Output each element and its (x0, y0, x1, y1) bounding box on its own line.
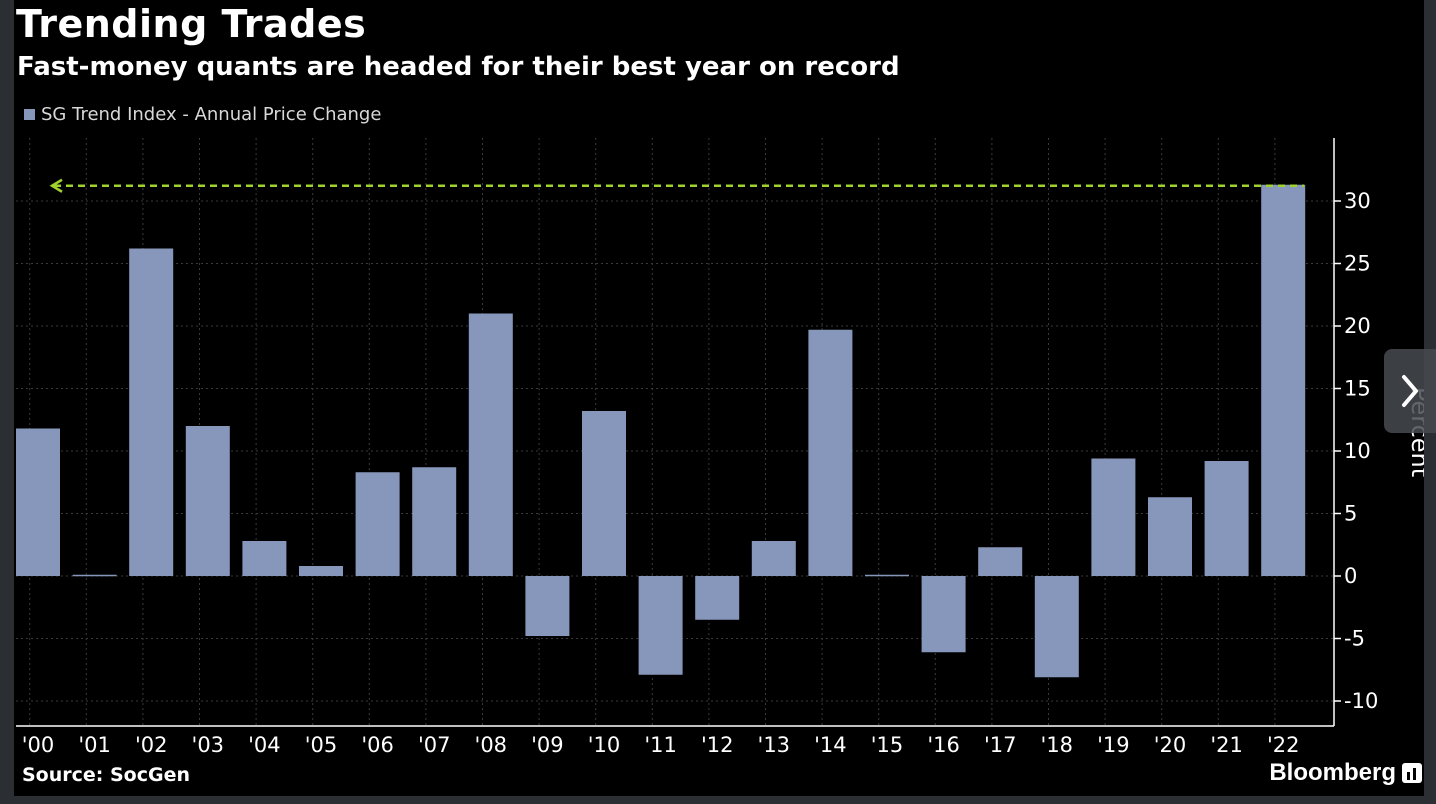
y-tick-label: -5 (1344, 627, 1365, 651)
bar-13 (751, 541, 796, 576)
y-tick-label: 25 (1344, 252, 1371, 276)
bar-20 (1148, 497, 1192, 576)
x-tick-label: '00 (22, 733, 55, 757)
bar-08 (468, 313, 513, 576)
x-tick-label: '07 (418, 733, 451, 757)
bar-15 (865, 574, 909, 577)
x-axis-labels: '00 '01 '02 '03 '04 '05 '06 '07 '08 '09 '10 '11 '12 '… (22, 733, 1300, 757)
reference-arrow-icon (49, 178, 63, 193)
bar-22 (1261, 184, 1306, 576)
x-tick-label: '04 (248, 733, 281, 757)
brand-text: Bloomberg (1269, 759, 1396, 786)
bloomberg-mark-icon (1402, 763, 1422, 783)
x-tick-label: '15 (871, 733, 904, 757)
x-tick-label: '02 (135, 733, 168, 757)
bar-03 (185, 426, 230, 576)
bar-11 (638, 576, 683, 675)
bar-12 (695, 576, 740, 620)
y-tick-label: 0 (1344, 564, 1357, 588)
bloomberg-logo: Bloomberg (1269, 759, 1422, 787)
source-note: Source: SocGen (22, 764, 191, 786)
x-tick-label: '09 (531, 733, 564, 757)
x-tick-label: '10 (588, 733, 621, 757)
x-tick-label: '17 (984, 733, 1017, 757)
y-tick-label: 20 (1344, 314, 1371, 338)
bars (16, 184, 1306, 678)
y-tick-label: 15 (1344, 377, 1371, 401)
x-tick-label: '01 (78, 733, 111, 757)
x-tick-label: '08 (475, 733, 508, 757)
chart-subtitle: Fast-money quants are headed for their b… (17, 52, 900, 82)
bar-16 (921, 576, 966, 653)
x-tick-label: '13 (758, 733, 791, 757)
x-tick-label: '05 (305, 733, 338, 757)
chevron-right-icon (1402, 375, 1418, 407)
y-tick-label: -10 (1344, 689, 1378, 713)
bar-17 (978, 547, 1023, 576)
record-reference-line (49, 178, 1304, 193)
chart-title: Trending Trades (16, 2, 367, 46)
x-tick-label: '03 (192, 733, 225, 757)
x-tick-label: '14 (814, 733, 847, 757)
y-axis: -10 -5 0 5 10 15 20 25 30 (16, 138, 1378, 727)
x-tick-label: '20 (1154, 733, 1187, 757)
bar-07 (412, 467, 457, 576)
bar-19 (1091, 458, 1136, 576)
bar-21 (1204, 461, 1249, 576)
next-slide-button[interactable] (1384, 349, 1436, 433)
x-tick-label: '22 (1267, 733, 1300, 757)
bar-04 (242, 541, 287, 576)
bar-18 (1034, 576, 1079, 678)
legend-swatch (24, 109, 35, 120)
chart-frame: Trending Trades Fast-money quants are he… (14, 0, 1424, 796)
bar-01 (72, 574, 117, 577)
x-tick-label: '21 (1210, 733, 1243, 757)
x-tick-label: '18 (1041, 733, 1074, 757)
legend-label: SG Trend Index - Annual Price Change (41, 104, 382, 125)
bar-06 (355, 472, 400, 576)
y-tick-label: 5 (1344, 502, 1357, 526)
y-tick-label: 30 (1344, 189, 1371, 213)
x-tick-label: '19 (1097, 733, 1130, 757)
bar-02 (129, 248, 174, 576)
bar-00 (16, 428, 60, 576)
bar-05 (299, 566, 343, 576)
legend: SG Trend Index - Annual Price Change (24, 104, 381, 125)
x-tick-label: '06 (361, 733, 394, 757)
bar-10 (582, 411, 626, 576)
y-tick-label: 10 (1344, 439, 1371, 463)
bar-09 (525, 576, 570, 636)
x-tick-label: '12 (701, 733, 734, 757)
x-tick-label: '11 (644, 733, 677, 757)
x-tick-label: '16 (927, 733, 960, 757)
bar-14 (808, 329, 853, 576)
